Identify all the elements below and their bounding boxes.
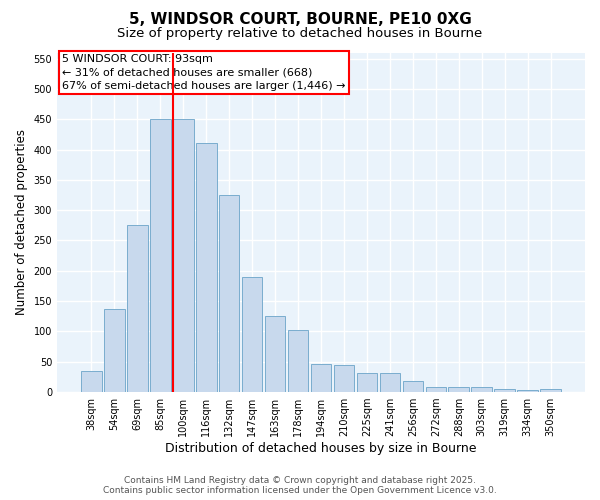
Bar	[334, 366, 355, 392]
Bar	[356, 374, 377, 392]
Bar	[288, 330, 308, 392]
Bar	[448, 386, 469, 392]
Bar	[517, 390, 538, 392]
Bar	[127, 226, 148, 392]
Bar	[494, 389, 515, 392]
Bar	[104, 309, 125, 392]
Bar	[81, 371, 102, 392]
Bar	[242, 277, 262, 392]
Bar	[173, 119, 194, 392]
Bar	[541, 389, 561, 392]
Bar	[219, 195, 239, 392]
Text: 5 WINDSOR COURT: 93sqm
← 31% of detached houses are smaller (668)
67% of semi-de: 5 WINDSOR COURT: 93sqm ← 31% of detached…	[62, 54, 346, 90]
Bar	[425, 386, 446, 392]
Text: Size of property relative to detached houses in Bourne: Size of property relative to detached ho…	[118, 28, 482, 40]
Text: 5, WINDSOR COURT, BOURNE, PE10 0XG: 5, WINDSOR COURT, BOURNE, PE10 0XG	[128, 12, 472, 28]
Bar	[265, 316, 286, 392]
Bar	[311, 364, 331, 392]
Bar	[403, 380, 423, 392]
Bar	[150, 119, 170, 392]
Y-axis label: Number of detached properties: Number of detached properties	[15, 130, 28, 316]
Bar	[380, 374, 400, 392]
Bar	[472, 387, 492, 392]
Bar	[196, 144, 217, 392]
X-axis label: Distribution of detached houses by size in Bourne: Distribution of detached houses by size …	[165, 442, 477, 455]
Text: Contains HM Land Registry data © Crown copyright and database right 2025.
Contai: Contains HM Land Registry data © Crown c…	[103, 476, 497, 495]
